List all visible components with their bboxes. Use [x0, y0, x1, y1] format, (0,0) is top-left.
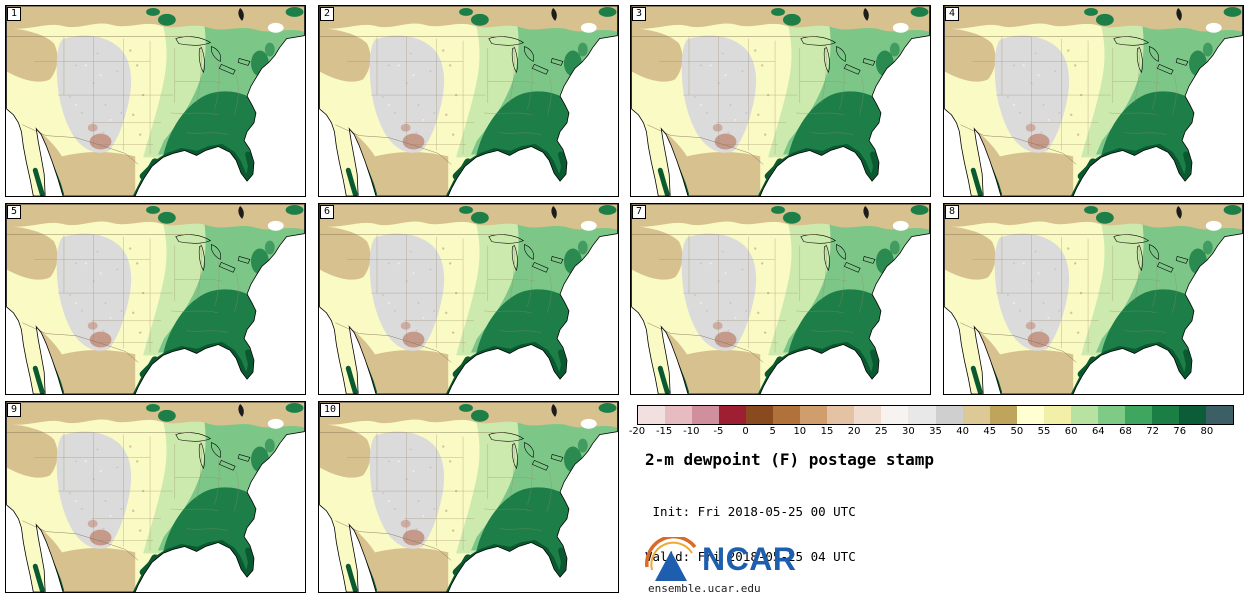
- colorbar-segment: [1151, 406, 1179, 424]
- forecast-panel: 1: [5, 5, 306, 197]
- colorbar-segment: [908, 406, 936, 424]
- panel-number: 2: [320, 7, 335, 21]
- dewpoint-map: [319, 402, 618, 592]
- colorbar-segment: [638, 406, 666, 424]
- forecast-panel: 5: [5, 203, 306, 395]
- panel-number: 6: [320, 205, 335, 219]
- dewpoint-map: [944, 204, 1243, 394]
- colorbar-tick: -20: [628, 426, 646, 437]
- ncar-logo-icon: [645, 537, 697, 581]
- forecast-panel: 8: [943, 203, 1244, 395]
- colorbar-tick: 55: [1037, 426, 1051, 437]
- init-time: Init: Fri 2018-05-25 00 UTC: [645, 504, 856, 519]
- colorbar-segments: [638, 406, 1234, 424]
- colorbar-ticks: -20 -15 -10 -5 0 5 10 15 20 25 30 35 40 45 50 55 60 64 68 7…: [629, 426, 1234, 440]
- site-url: ensemble.ucar.edu: [648, 582, 761, 595]
- colorbar-tick: -5: [713, 426, 724, 437]
- colorbar-segment: [1178, 406, 1206, 424]
- colorbar-tick: 64: [1091, 426, 1105, 437]
- panel-number: 8: [945, 205, 960, 219]
- dewpoint-map: [6, 6, 305, 196]
- dewpoint-map: [6, 204, 305, 394]
- colorbar-segment: [827, 406, 855, 424]
- dewpoint-map: [6, 402, 305, 592]
- panel-number: 3: [632, 7, 647, 21]
- plot-title: 2-m dewpoint (F) postage stamp: [645, 450, 934, 469]
- colorbar-segment: [773, 406, 801, 424]
- colorbar-segment: [1016, 406, 1044, 424]
- colorbar-segment: [935, 406, 963, 424]
- forecast-panel: 9: [5, 401, 306, 593]
- colorbar-segment: [989, 406, 1017, 424]
- panel-number: 5: [7, 205, 22, 219]
- colorbar-tick: 76: [1173, 426, 1187, 437]
- colorbar-segment: [1205, 406, 1234, 424]
- colorbar-segment: [719, 406, 747, 424]
- colorbar-tick: 20: [847, 426, 861, 437]
- forecast-panel: 3: [630, 5, 931, 197]
- colorbar-tick: -10: [683, 426, 700, 437]
- time-info: Init: Fri 2018-05-25 00 UTC Valid: Fri 2…: [645, 474, 856, 579]
- colorbar-tick: 25: [874, 426, 888, 437]
- colorbar-segment: [665, 406, 693, 424]
- colorbar-tick: 45: [983, 426, 997, 437]
- colorbar-tick: -15: [655, 426, 673, 437]
- colorbar-segment: [962, 406, 990, 424]
- colorbar-tick: 80: [1200, 426, 1214, 437]
- panel-number: 10: [320, 403, 341, 417]
- colorbar-tick: 35: [929, 426, 942, 437]
- colorbar-tick: 50: [1010, 426, 1024, 437]
- colorbar-tick: 10: [793, 426, 807, 437]
- valid-time: Valid: Fri 2018-05-25 04 UTC: [645, 549, 856, 564]
- panel-number: 9: [7, 403, 22, 417]
- colorbar-segment: [692, 406, 720, 424]
- colorbar-segment: [1043, 406, 1071, 424]
- dewpoint-map: [631, 6, 930, 196]
- forecast-panel: 4: [943, 5, 1244, 197]
- colorbar-tick: 15: [820, 426, 834, 437]
- colorbar-segment: [881, 406, 909, 424]
- dewpoint-map: [631, 204, 930, 394]
- colorbar-segment: [1124, 406, 1152, 424]
- colorbar-segment: [854, 406, 882, 424]
- forecast-panel: 2: [318, 5, 619, 197]
- dewpoint-map: [319, 204, 618, 394]
- forecast-panel: 6: [318, 203, 619, 395]
- colorbar-tick: 30: [901, 426, 915, 437]
- forecast-panel: 7: [630, 203, 931, 395]
- colorbar-segment: [800, 406, 828, 424]
- colorbar-tick: 60: [1064, 426, 1078, 437]
- ncar-logo-text: NCAR: [702, 541, 797, 577]
- colorbar: [637, 405, 1234, 425]
- colorbar-segment: [1070, 406, 1098, 424]
- panel-number: 7: [632, 205, 647, 219]
- dewpoint-map: [319, 6, 618, 196]
- forecast-panel: 10: [318, 401, 619, 593]
- panel-number: 1: [7, 7, 22, 21]
- colorbar-tick: 72: [1146, 426, 1159, 437]
- panel-number: 4: [945, 7, 960, 21]
- colorbar-tick: 40: [956, 426, 969, 437]
- dewpoint-map: [944, 6, 1243, 196]
- colorbar-tick: 0: [742, 426, 749, 437]
- colorbar-tick: 5: [769, 426, 776, 437]
- colorbar-tick: 68: [1119, 426, 1132, 437]
- colorbar-segment: [1097, 406, 1125, 424]
- colorbar-segment: [746, 406, 774, 424]
